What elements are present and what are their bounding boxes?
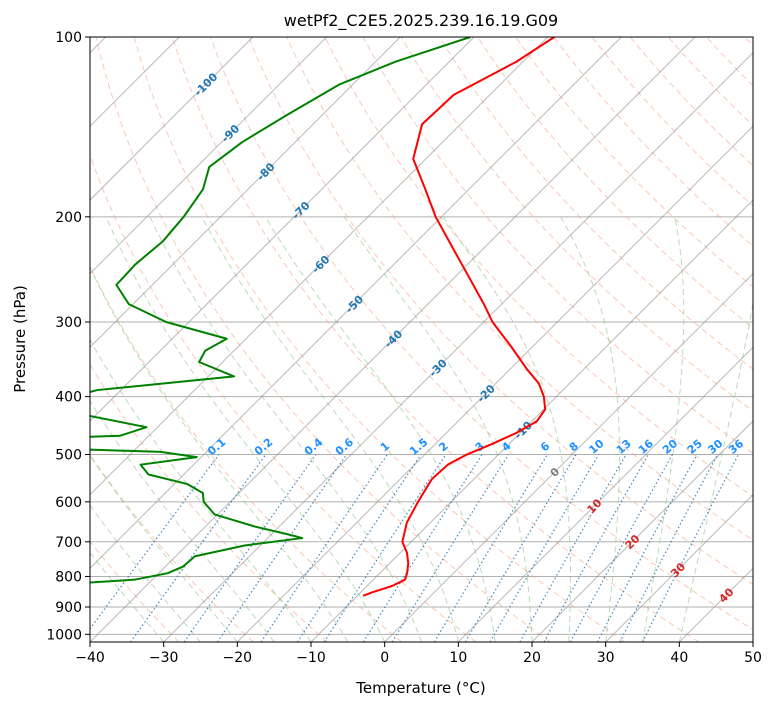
x-axis-title: Temperature (°C) — [355, 679, 485, 697]
y-axis-title: Pressure (hPa) — [11, 285, 29, 393]
y-tick-label: 900 — [55, 600, 82, 616]
mixing-ratio-line — [260, 454, 388, 642]
moist-adiabat — [90, 504, 201, 642]
mixing-ratio-line — [489, 454, 600, 642]
x-tick-label: −40 — [75, 650, 105, 666]
dry-adiabat — [90, 265, 403, 642]
moist-adiabat — [264, 216, 496, 642]
mixing-ratio-line — [130, 454, 267, 642]
dry-adiabat — [90, 363, 328, 642]
skewed-isotherm — [457, 346, 753, 642]
dry-adiabat — [591, 37, 753, 207]
y-tick-label: 400 — [55, 390, 82, 406]
mixing-ratio-line — [619, 454, 719, 642]
mixing-ratio-line — [464, 454, 577, 642]
skewed-isotherm — [384, 272, 753, 642]
x-tick-label: 20 — [523, 650, 541, 666]
x-tick-label: 30 — [597, 650, 615, 666]
skewed-isotherm — [90, 37, 475, 422]
plot-frame — [89, 36, 754, 643]
mixing-ratio-line — [596, 454, 698, 642]
dewpoint-profile-line — [90, 37, 471, 584]
chart-title: wetPf2_C2E5.2025.239.16.19.G09 — [284, 11, 558, 31]
moist-adiabat — [201, 216, 459, 642]
dry-adiabat — [324, 37, 753, 498]
dry-adiabat — [90, 153, 477, 642]
mixing-ratio-line — [90, 454, 220, 630]
skewed-isotherm — [90, 37, 328, 275]
skewed-isotherm — [90, 37, 549, 496]
moist-adiabat — [90, 454, 238, 642]
x-tick-label: −10 — [296, 650, 326, 666]
y-tick-label: 600 — [55, 495, 82, 511]
dry-adiabat — [171, 37, 700, 642]
skewed-isotherm — [90, 37, 622, 570]
skewed-isotherm — [90, 37, 401, 349]
moist-adiabat — [90, 400, 275, 642]
dry-adiabat — [210, 37, 753, 631]
skewed-isotherm — [605, 493, 753, 642]
mixing-ratio-line — [391, 454, 510, 642]
mixing-ratio-line — [296, 454, 422, 642]
skewed-isotherm — [310, 199, 753, 642]
skewed-isotherm — [752, 641, 753, 642]
dry-adiabat — [95, 37, 551, 642]
dry-adiabat — [248, 37, 753, 586]
x-tick-label: −20 — [223, 650, 253, 666]
moist-adiabat — [678, 300, 753, 642]
x-tick-label: 10 — [449, 650, 467, 666]
y-tick-label: 800 — [55, 569, 82, 585]
y-tick-label: 200 — [55, 210, 82, 226]
x-tick-label: 0 — [380, 650, 389, 666]
dry-adiabat — [400, 37, 753, 412]
y-tick-label: 100 — [55, 30, 82, 46]
dry-adiabat — [477, 37, 753, 329]
skewed-isotherm — [531, 420, 753, 642]
dry-adiabat — [553, 37, 753, 247]
mixing-ratio-line — [433, 454, 548, 642]
mixing-ratio-line — [323, 454, 447, 642]
dry-adiabat — [133, 37, 625, 642]
mixing-ratio-line — [362, 454, 483, 642]
y-tick-label: 1000 — [46, 627, 82, 643]
x-tick-label: −30 — [149, 650, 179, 666]
skewed-isotherm — [236, 125, 753, 642]
skewed-isotherm — [163, 51, 753, 642]
skewed-isotherm — [90, 37, 696, 642]
moist-adiabat — [90, 338, 312, 642]
skewed-isotherm — [90, 37, 254, 201]
y-tick-label: 500 — [55, 448, 82, 464]
x-tick-label: 40 — [670, 650, 688, 666]
y-tick-label: 700 — [55, 535, 82, 551]
temperature-profile-line — [362, 37, 555, 597]
moist-adiabat — [149, 216, 422, 642]
x-tick-label: 50 — [744, 650, 762, 666]
moist-adiabat — [90, 266, 349, 642]
mixing-ratio-line — [642, 454, 739, 642]
moist-adiabat — [442, 216, 572, 642]
y-tick-label: 300 — [55, 315, 82, 331]
